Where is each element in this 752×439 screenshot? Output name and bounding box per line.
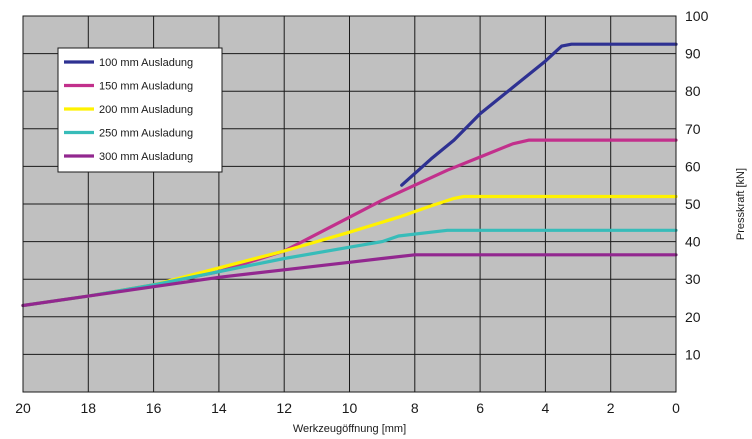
x-tick-label: 18 <box>81 400 97 416</box>
plot-frame <box>22 15 677 393</box>
legend-label: 250 mm Ausladung <box>99 128 193 140</box>
x-tick-label: 16 <box>146 400 162 416</box>
y-tick-label: 10 <box>685 346 701 362</box>
y-tick-label: 100 <box>685 8 709 24</box>
x-tick-label: 0 <box>672 400 680 416</box>
legend-label: 150 mm Ausladung <box>99 81 193 93</box>
series-lines <box>21 42 678 308</box>
legend-label: 100 mm Ausladung <box>99 57 193 69</box>
y-tick-label: 40 <box>685 234 701 250</box>
x-axis-title: Werkzeugöffnung [mm] <box>293 423 406 435</box>
y-axis-title: Presskraft [kN] <box>735 168 747 240</box>
x-tick-label: 6 <box>476 400 484 416</box>
y-tick-label: 50 <box>685 196 701 212</box>
x-tick-label: 20 <box>15 400 31 416</box>
y-tick-label: 30 <box>685 271 701 287</box>
y-tick-label: 70 <box>685 121 701 137</box>
y-axis-ticks: 10 20 30 40 50 60 70 80 90 100 <box>685 8 709 362</box>
x-axis-ticks: 20 18 16 14 12 10 8 6 4 2 0 <box>15 400 680 416</box>
y-tick-label: 60 <box>685 158 701 174</box>
series-line-1 <box>400 42 678 187</box>
series-line-5 <box>21 253 678 308</box>
legend: 100 mm Ausladung 150 mm Ausladung 200 mm A… <box>57 47 223 173</box>
legend-label: 200 mm Ausladung <box>99 104 193 116</box>
x-tick-label: 2 <box>607 400 615 416</box>
x-tick-label: 4 <box>542 400 550 416</box>
x-tick-label: 10 <box>342 400 358 416</box>
y-tick-label: 80 <box>685 83 701 99</box>
legend-label: 300 mm Ausladung <box>99 151 193 163</box>
x-tick-label: 14 <box>211 400 227 416</box>
x-tick-label: 8 <box>411 400 419 416</box>
y-tick-label: 20 <box>685 309 701 325</box>
y-tick-label: 90 <box>685 46 701 62</box>
x-tick-label: 12 <box>276 400 292 416</box>
